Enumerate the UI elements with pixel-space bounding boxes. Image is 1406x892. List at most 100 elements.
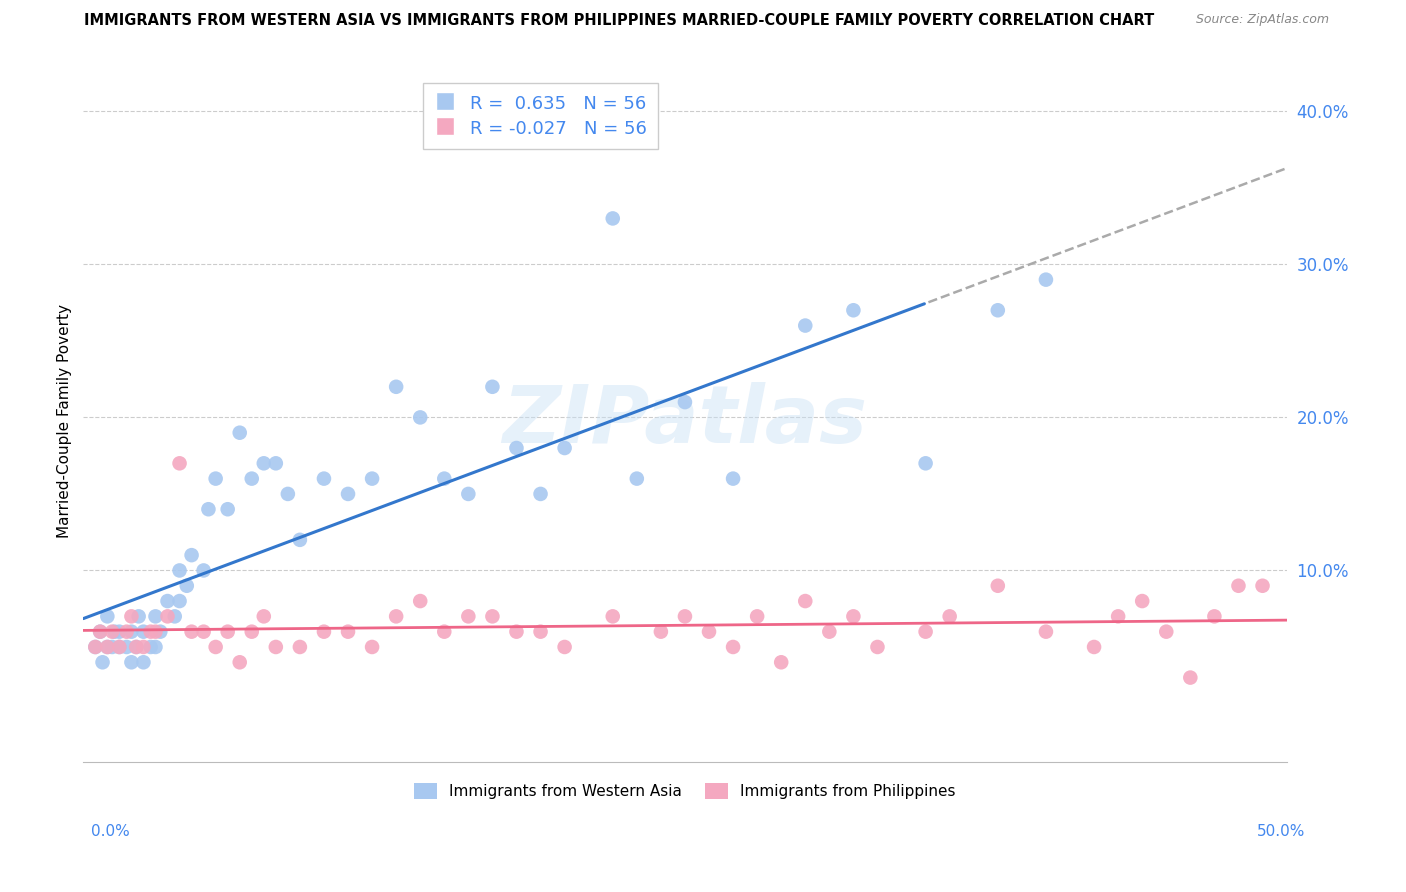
Point <box>197 502 219 516</box>
Point <box>176 579 198 593</box>
Point <box>139 624 162 639</box>
Point <box>457 487 479 501</box>
Point <box>481 609 503 624</box>
Point <box>101 640 124 654</box>
Point <box>385 380 408 394</box>
Point <box>409 594 432 608</box>
Point <box>180 548 202 562</box>
Point <box>125 640 148 654</box>
Point <box>180 624 202 639</box>
Point <box>842 303 865 318</box>
Point <box>747 609 769 624</box>
Point <box>288 640 311 654</box>
Point <box>96 640 118 654</box>
Point <box>697 624 720 639</box>
Point <box>89 624 111 639</box>
Point <box>1107 609 1129 624</box>
Point <box>132 624 155 639</box>
Point <box>1154 624 1177 639</box>
Point <box>115 640 138 654</box>
Point <box>914 456 936 470</box>
Point <box>433 624 456 639</box>
Point <box>673 395 696 409</box>
Point <box>193 624 215 639</box>
Point <box>361 640 384 654</box>
Point <box>1035 624 1057 639</box>
Point <box>987 579 1010 593</box>
Point <box>89 624 111 639</box>
Point <box>108 640 131 654</box>
Point <box>108 640 131 654</box>
Point <box>409 410 432 425</box>
Text: 50.0%: 50.0% <box>1257 824 1305 838</box>
Point <box>554 640 576 654</box>
Point <box>125 640 148 654</box>
Point <box>818 624 841 639</box>
Point <box>312 624 335 639</box>
Text: IMMIGRANTS FROM WESTERN ASIA VS IMMIGRANTS FROM PHILIPPINES MARRIED-COUPLE FAMIL: IMMIGRANTS FROM WESTERN ASIA VS IMMIGRAN… <box>83 13 1154 29</box>
Point <box>217 624 239 639</box>
Text: Source: ZipAtlas.com: Source: ZipAtlas.com <box>1195 13 1329 27</box>
Point <box>1130 594 1153 608</box>
Point <box>673 609 696 624</box>
Point <box>145 624 167 639</box>
Point <box>156 609 179 624</box>
Point <box>288 533 311 547</box>
Point <box>163 609 186 624</box>
Point <box>217 502 239 516</box>
Point <box>96 640 118 654</box>
Point <box>481 380 503 394</box>
Point <box>721 640 744 654</box>
Point <box>120 655 142 669</box>
Point <box>204 640 226 654</box>
Point <box>312 472 335 486</box>
Point <box>108 624 131 639</box>
Point <box>84 640 107 654</box>
Y-axis label: Married-Couple Family Poverty: Married-Couple Family Poverty <box>58 304 72 538</box>
Point <box>128 609 150 624</box>
Point <box>433 472 456 486</box>
Point <box>169 456 191 470</box>
Point <box>169 564 191 578</box>
Point <box>457 609 479 624</box>
Point <box>149 624 172 639</box>
Point <box>1180 671 1202 685</box>
Point <box>96 609 118 624</box>
Point <box>264 456 287 470</box>
Point <box>650 624 672 639</box>
Point <box>253 456 276 470</box>
Point <box>253 609 276 624</box>
Point <box>156 594 179 608</box>
Point <box>337 624 360 639</box>
Point <box>529 624 551 639</box>
Point <box>115 624 138 639</box>
Point <box>101 624 124 639</box>
Point <box>132 640 155 654</box>
Legend: Immigrants from Western Asia, Immigrants from Philippines: Immigrants from Western Asia, Immigrants… <box>408 777 962 805</box>
Point <box>1204 609 1226 624</box>
Point <box>385 609 408 624</box>
Point <box>794 594 817 608</box>
Point <box>505 624 527 639</box>
Point <box>228 425 250 440</box>
Point <box>505 441 527 455</box>
Point <box>529 487 551 501</box>
Point <box>193 564 215 578</box>
Point <box>602 609 624 624</box>
Point <box>337 487 360 501</box>
Point <box>84 640 107 654</box>
Text: 0.0%: 0.0% <box>91 824 131 838</box>
Point <box>240 624 263 639</box>
Point <box>120 609 142 624</box>
Point <box>120 624 142 639</box>
Point <box>1251 579 1274 593</box>
Point <box>204 472 226 486</box>
Point <box>987 303 1010 318</box>
Point <box>240 472 263 486</box>
Point <box>626 472 648 486</box>
Point <box>794 318 817 333</box>
Point <box>866 640 889 654</box>
Point <box>938 609 960 624</box>
Point <box>602 211 624 226</box>
Point <box>145 640 167 654</box>
